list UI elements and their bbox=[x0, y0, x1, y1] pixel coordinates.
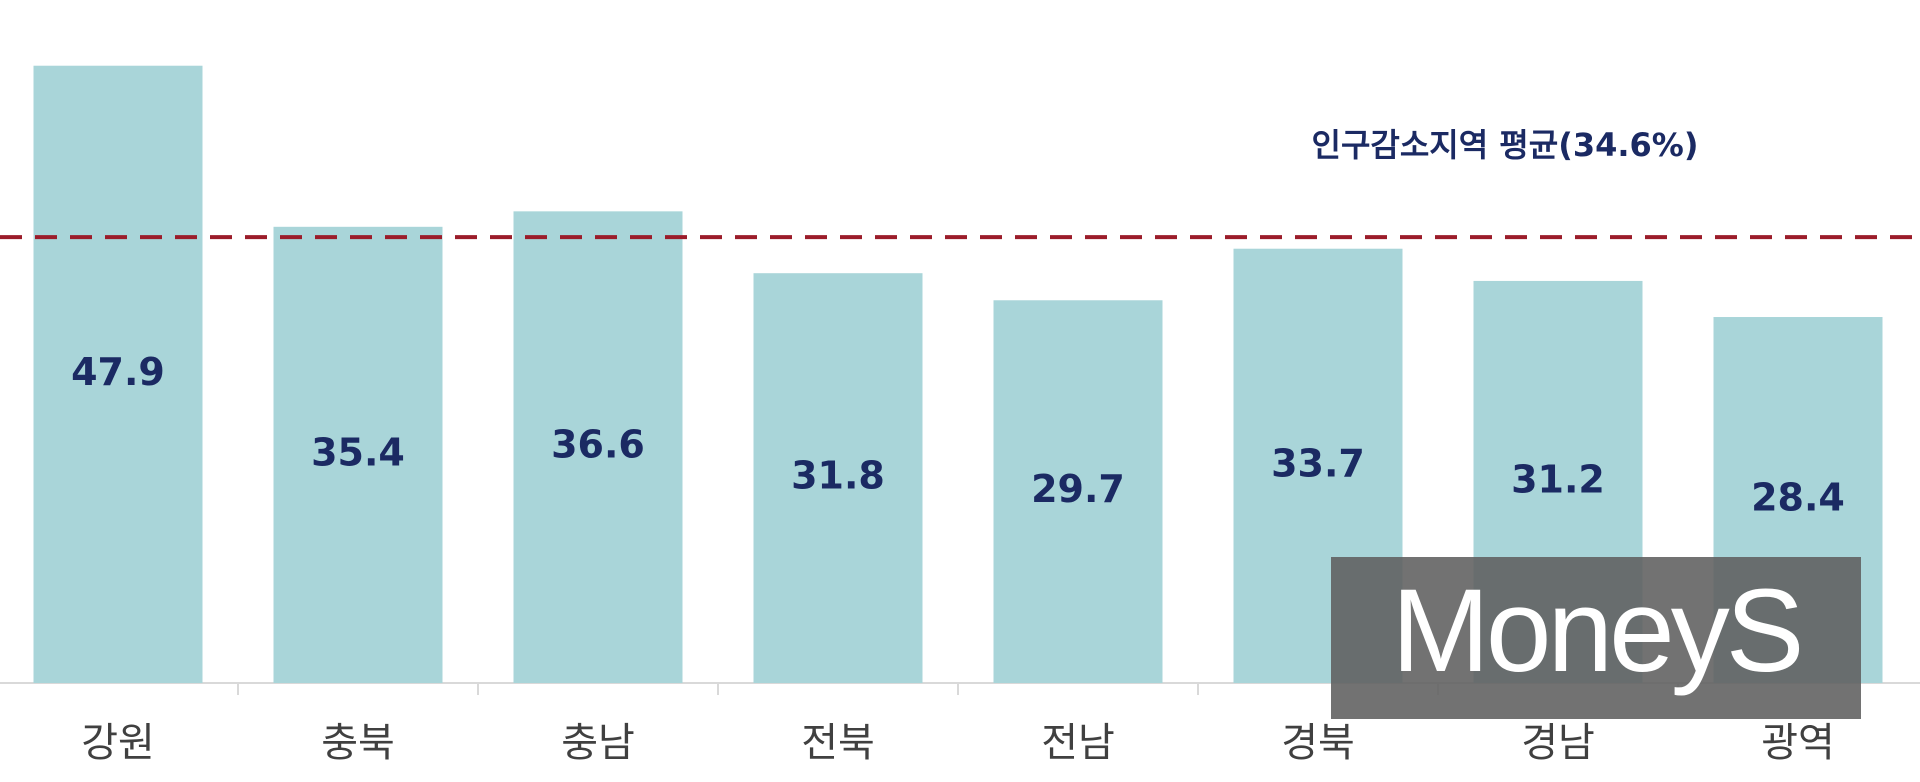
value-label: 31.2 bbox=[1511, 457, 1605, 501]
value-label: 47.9 bbox=[71, 350, 165, 394]
x-tick-label: 충남 bbox=[561, 720, 635, 766]
x-tick-label: 경북 bbox=[1281, 720, 1355, 766]
x-tick-label: 강원 bbox=[81, 720, 155, 766]
value-label: 35.4 bbox=[311, 430, 405, 474]
bar bbox=[753, 273, 923, 683]
bar bbox=[33, 65, 203, 683]
value-label: 36.6 bbox=[551, 423, 645, 467]
bar bbox=[993, 300, 1163, 683]
value-label: 29.7 bbox=[1031, 467, 1125, 511]
reference-label: 인구감소지역 평균(34.6%) bbox=[1312, 126, 1699, 164]
x-tick-label: 경남 bbox=[1521, 720, 1595, 766]
value-label: 33.7 bbox=[1271, 441, 1365, 485]
x-tick-label: 광역 bbox=[1761, 720, 1835, 766]
value-label: 28.4 bbox=[1751, 476, 1845, 520]
x-tick-label: 전북 bbox=[801, 720, 875, 766]
watermark-box bbox=[1331, 557, 1861, 719]
bar bbox=[273, 226, 443, 683]
bar bbox=[513, 211, 683, 684]
watermark: MoneyS bbox=[1392, 565, 1801, 697]
x-tick-label: 충북 bbox=[321, 720, 395, 766]
value-label: 31.8 bbox=[791, 454, 885, 498]
x-tick-label: 전남 bbox=[1041, 720, 1115, 766]
